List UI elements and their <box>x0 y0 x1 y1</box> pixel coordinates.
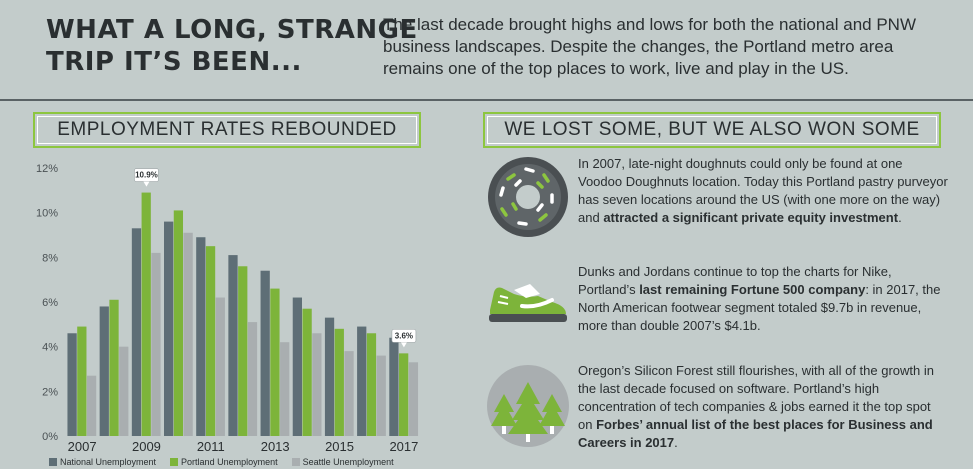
bar-national-unemployment-2011 <box>196 237 206 436</box>
bar-portland-unemployment-2007 <box>77 326 87 436</box>
bar-portland-unemployment-2008 <box>109 299 119 436</box>
bar-seattle-unemployment-2017 <box>408 362 419 436</box>
legend-swatch-national <box>49 458 57 466</box>
legend-portland: Portland Unemployment <box>170 457 278 467</box>
y-tick-label: 10% <box>36 208 58 220</box>
employment-section-heading: EMPLOYMENT RATES REBOUNDED <box>33 112 421 148</box>
x-tick-label: 2007 <box>68 439 97 454</box>
silicon-forest-story: Oregon’s Silicon Forest still flourishes… <box>578 362 948 452</box>
bar-portland-unemployment-2017 <box>399 353 409 436</box>
bar-national-unemployment-2014 <box>292 297 302 436</box>
bar-national-unemployment-2015 <box>324 317 335 436</box>
bar-seattle-unemployment-2010 <box>183 232 193 436</box>
wins-losses-section-heading: WE LOST SOME, BUT WE ALSO WON SOME <box>483 112 941 148</box>
silicon-forest-story-highlight: Forbes’ annual list of the best places f… <box>578 417 933 450</box>
legend-seattle: Seattle Unemployment <box>291 457 394 467</box>
bar-portland-unemployment-2010 <box>173 210 184 436</box>
doughnut-story-end: . <box>898 210 902 225</box>
bar-portland-unemployment-2014 <box>302 308 312 436</box>
bar-national-unemployment-2008 <box>99 306 109 436</box>
bar-seattle-unemployment-2013 <box>280 342 290 436</box>
x-tick-label: 2009 <box>132 439 161 454</box>
value-callout: 10.9% <box>134 168 159 187</box>
bar-portland-unemployment-2013 <box>270 288 280 436</box>
bar-seattle-unemployment-2012 <box>247 322 258 436</box>
x-tick-label: 2015 <box>325 439 354 454</box>
x-tick-label: 2011 <box>197 439 225 454</box>
intro-text: The last decade brought highs and lows f… <box>383 15 917 78</box>
bar-national-unemployment-2017 <box>389 337 399 436</box>
doughnut-story-text: In 2007, late-night doughnuts could only… <box>578 156 948 225</box>
page-title: WHAT A LONG, STRANGE TRIP IT’S BEEN... <box>46 14 418 78</box>
page-header: WHAT A LONG, STRANGE TRIP IT’S BEEN... T… <box>0 0 973 100</box>
doughnut-icon <box>488 157 568 237</box>
chart-legend: National Unemployment Portland Unemploym… <box>49 457 394 467</box>
employment-chart: 0% 2% 4% 6% 8% 10% 12% 2007 2009 2011 2013 2015 2017… <box>36 163 419 454</box>
bar-national-unemployment-2016 <box>357 326 367 436</box>
bar-national-unemployment-2009 <box>131 228 142 436</box>
bar-seattle-unemployment-2008 <box>119 346 129 436</box>
y-tick-label: 4% <box>42 342 58 354</box>
value-callout: 3.6% <box>391 329 417 348</box>
bar-seattle-unemployment-2014 <box>312 333 322 436</box>
y-tick-label: 6% <box>42 297 58 309</box>
nike-story-highlight: last remaining Fortune 500 company <box>639 282 866 297</box>
bar-seattle-unemployment-2007 <box>86 375 97 436</box>
bar-portland-unemployment-2011 <box>205 246 216 436</box>
legend-label-national: National Unemployment <box>60 457 157 467</box>
legend-label-portland: Portland Unemployment <box>181 457 278 467</box>
x-tick-label: 2013 <box>261 439 290 454</box>
sneaker-icon <box>489 284 567 322</box>
y-tick-label: 12% <box>36 163 58 175</box>
bar-seattle-unemployment-2009 <box>151 252 161 436</box>
callout-label: 3.6% <box>395 331 413 340</box>
bar-national-unemployment-2007 <box>67 333 77 436</box>
bar-seattle-unemployment-2011 <box>215 297 225 436</box>
silicon-forest-story-end: . <box>674 435 678 450</box>
doughnut-story-highlight: attracted a significant private equity i… <box>603 210 899 225</box>
doughnut-story: In 2007, late-night doughnuts could only… <box>578 155 948 227</box>
nike-story-end: : in 2017, the North American footwear s… <box>578 282 941 333</box>
bar-portland-unemployment-2015 <box>334 328 344 436</box>
title-line-2: TRIP IT’S BEEN... <box>46 47 302 77</box>
bar-national-unemployment-2013 <box>260 270 270 436</box>
legend-swatch-seattle <box>291 458 300 466</box>
y-tick-label: 0% <box>42 431 58 443</box>
legend-label-seattle: Seattle Unemployment <box>302 457 394 467</box>
y-tick-label: 2% <box>42 386 58 398</box>
y-tick-label: 8% <box>42 252 58 264</box>
x-tick-label: 2017 <box>389 439 418 454</box>
nike-story: Dunks and Jordans continue to top the ch… <box>578 263 948 335</box>
nike-story-text: Dunks and Jordans continue to top the ch… <box>578 264 892 297</box>
bar-portland-unemployment-2016 <box>366 333 377 436</box>
silicon-forest-story-text: Oregon’s Silicon Forest still flourishes… <box>578 363 934 432</box>
bar-seattle-unemployment-2015 <box>344 351 354 436</box>
bar-national-unemployment-2010 <box>164 221 174 436</box>
bar-seattle-unemployment-2016 <box>376 355 386 436</box>
bar-portland-unemployment-2009 <box>141 192 151 436</box>
title-line-1: WHAT A LONG, STRANGE <box>46 15 418 45</box>
callout-label: 10.9% <box>135 171 158 180</box>
legend-swatch-portland <box>170 458 179 466</box>
header-divider <box>0 99 973 101</box>
bar-national-unemployment-2012 <box>228 255 238 436</box>
forest-icon <box>487 365 569 447</box>
legend-national: National Unemployment <box>49 457 156 467</box>
bar-portland-unemployment-2012 <box>238 266 248 436</box>
